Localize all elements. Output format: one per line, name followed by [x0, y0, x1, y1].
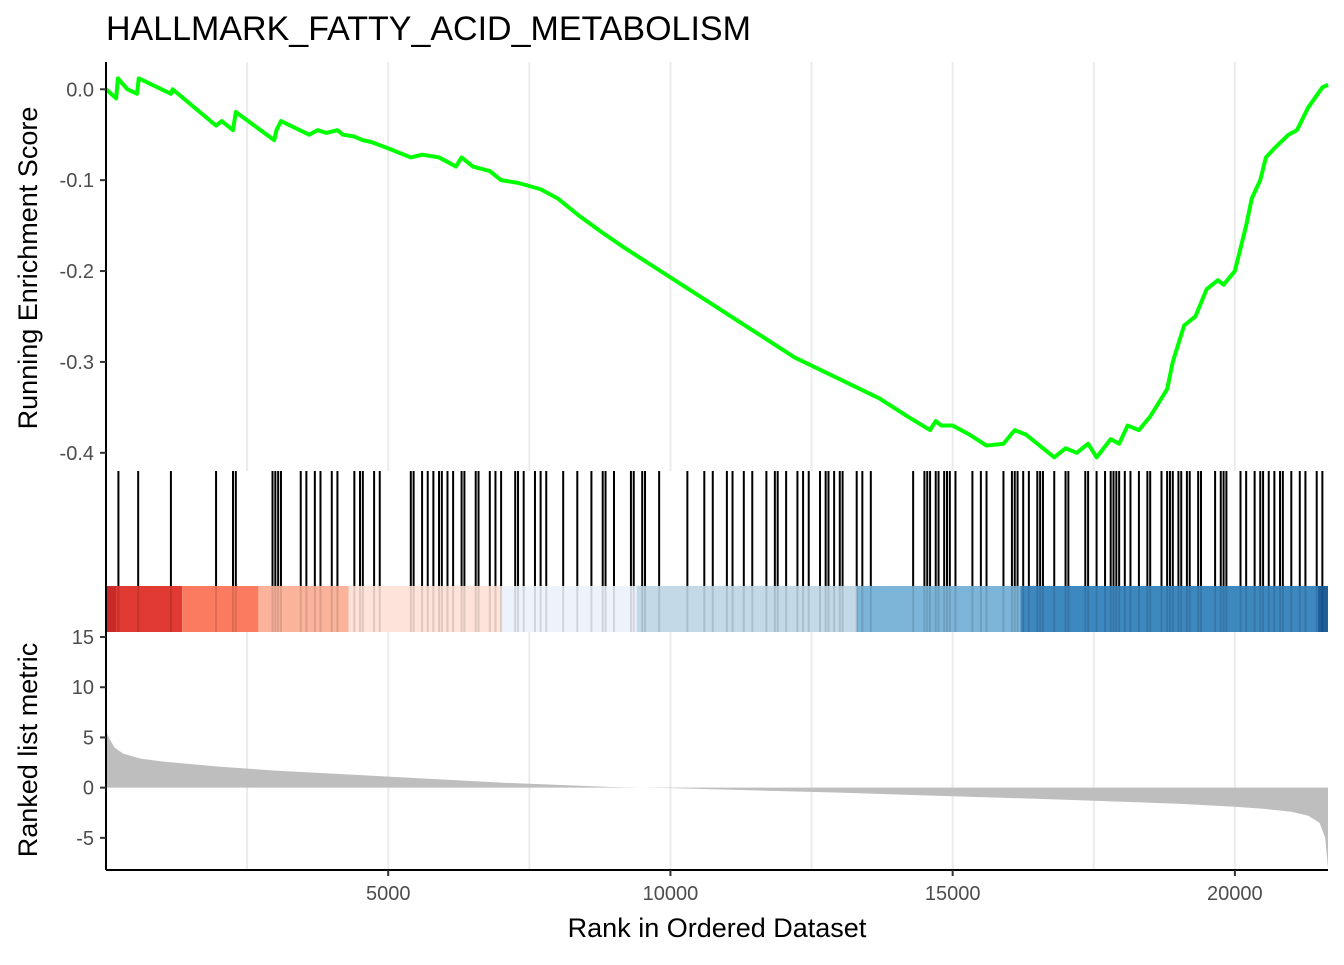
axes — [100, 62, 1328, 876]
tick-labels: 0.0 -0.1 -0.2 -0.3 -0.4 15 10 5 0 -5 5000 10000 1500… — [60, 79, 1263, 905]
running-es-line — [104, 76, 1329, 460]
color-band-segment-4 — [501, 586, 637, 632]
ranked-metric-area — [106, 732, 1328, 868]
x-tick-label-1: 10000 — [643, 883, 699, 905]
color-band-segment-7 — [1020, 586, 1328, 632]
color-band-segment-3 — [348, 586, 502, 632]
metric-y-tick-label-4: -5 — [76, 828, 94, 850]
y-axis-label-es: Running Enrichment Score — [13, 107, 43, 430]
es-y-tick-label-3: -0.3 — [60, 352, 94, 374]
metric-y-tick-label-0: 15 — [72, 627, 94, 649]
color-band-left-edge — [106, 586, 116, 632]
running-es-line-group — [104, 76, 1329, 460]
gene-hit-marks — [117, 471, 1324, 586]
es-y-tick-label-2: -0.2 — [60, 261, 94, 283]
metric-panel-grid — [246, 632, 1236, 870]
color-band — [106, 586, 1328, 632]
es-y-tick-label-0: 0.0 — [66, 79, 94, 101]
es-panel-grid — [246, 62, 1236, 471]
color-band-segment-6 — [856, 586, 1021, 632]
chart-title: HALLMARK_FATTY_ACID_METABOLISM — [106, 10, 751, 48]
color-band-segment-5 — [636, 586, 857, 632]
x-tick-label-3: 20000 — [1207, 883, 1263, 905]
metric-y-tick-label-2: 5 — [83, 727, 94, 749]
x-axis-label: Rank in Ordered Dataset — [568, 913, 867, 943]
metric-y-tick-label-3: 0 — [83, 778, 94, 800]
color-band-segment-0 — [106, 586, 183, 632]
color-band-segment-1 — [182, 586, 259, 632]
ranked-metric-fill — [106, 732, 1328, 868]
x-tick-label-0: 5000 — [366, 883, 411, 905]
es-y-tick-label-4: -0.4 — [60, 443, 94, 465]
y-axis-label-metric: Ranked list metric — [13, 643, 43, 858]
metric-y-tick-label-1: 10 — [72, 677, 94, 699]
color-band-segment-2 — [258, 586, 349, 632]
x-tick-label-2: 15000 — [925, 883, 981, 905]
color-band-right-edge — [1318, 586, 1328, 632]
es-y-tick-label-1: -0.1 — [60, 170, 94, 192]
